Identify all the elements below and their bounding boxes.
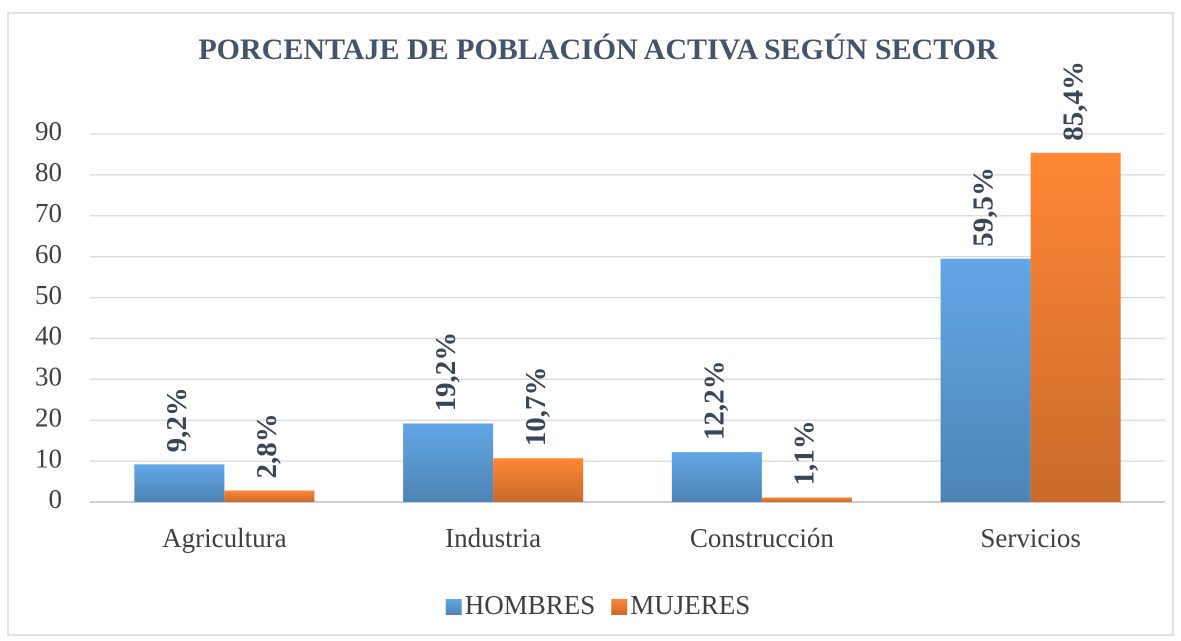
data-label: 9,2% <box>161 387 193 452</box>
data-label: 59,5% <box>967 167 999 247</box>
y-tick-label: 30 <box>35 362 62 392</box>
data-label: 10,7% <box>520 366 552 446</box>
legend-label: MUJERES <box>630 590 750 620</box>
x-tick-label: Construcción <box>690 523 834 553</box>
y-tick-label: 50 <box>35 280 62 310</box>
legend: HOMBRES MUJERES <box>445 590 750 620</box>
y-tick-label: 40 <box>35 321 62 351</box>
data-label: 2,8% <box>251 413 283 478</box>
y-tick-label: 10 <box>35 443 62 473</box>
bar <box>940 258 1031 502</box>
bar <box>1030 152 1121 502</box>
x-tick-label: Agricultura <box>162 523 286 553</box>
data-label: 12,2% <box>699 360 731 440</box>
data-label: 1,1% <box>789 420 821 485</box>
bar <box>134 464 225 502</box>
bar <box>671 452 762 502</box>
x-tick-label: Servicios <box>980 523 1081 553</box>
y-tick-label: 70 <box>35 198 62 228</box>
legend-label: HOMBRES <box>465 590 596 620</box>
x-tick-label: Industria <box>445 523 541 553</box>
legend-swatch <box>611 599 628 615</box>
y-tick-label: 90 <box>35 116 62 146</box>
data-label: 85,4% <box>1057 61 1089 141</box>
legend-swatch <box>445 599 462 615</box>
y-tick-label: 0 <box>49 484 63 514</box>
bar <box>761 497 852 502</box>
y-tick-label: 80 <box>35 157 62 187</box>
data-label: 19,2% <box>430 332 462 412</box>
y-tick-label: 60 <box>35 239 62 269</box>
y-tick-label: 20 <box>35 402 62 432</box>
bar <box>224 490 315 502</box>
bar <box>403 423 494 502</box>
chart-title: PORCENTAJE DE POBLACIÓN ACTIVA SEGÚN SEC… <box>198 33 998 66</box>
bar <box>493 458 584 502</box>
